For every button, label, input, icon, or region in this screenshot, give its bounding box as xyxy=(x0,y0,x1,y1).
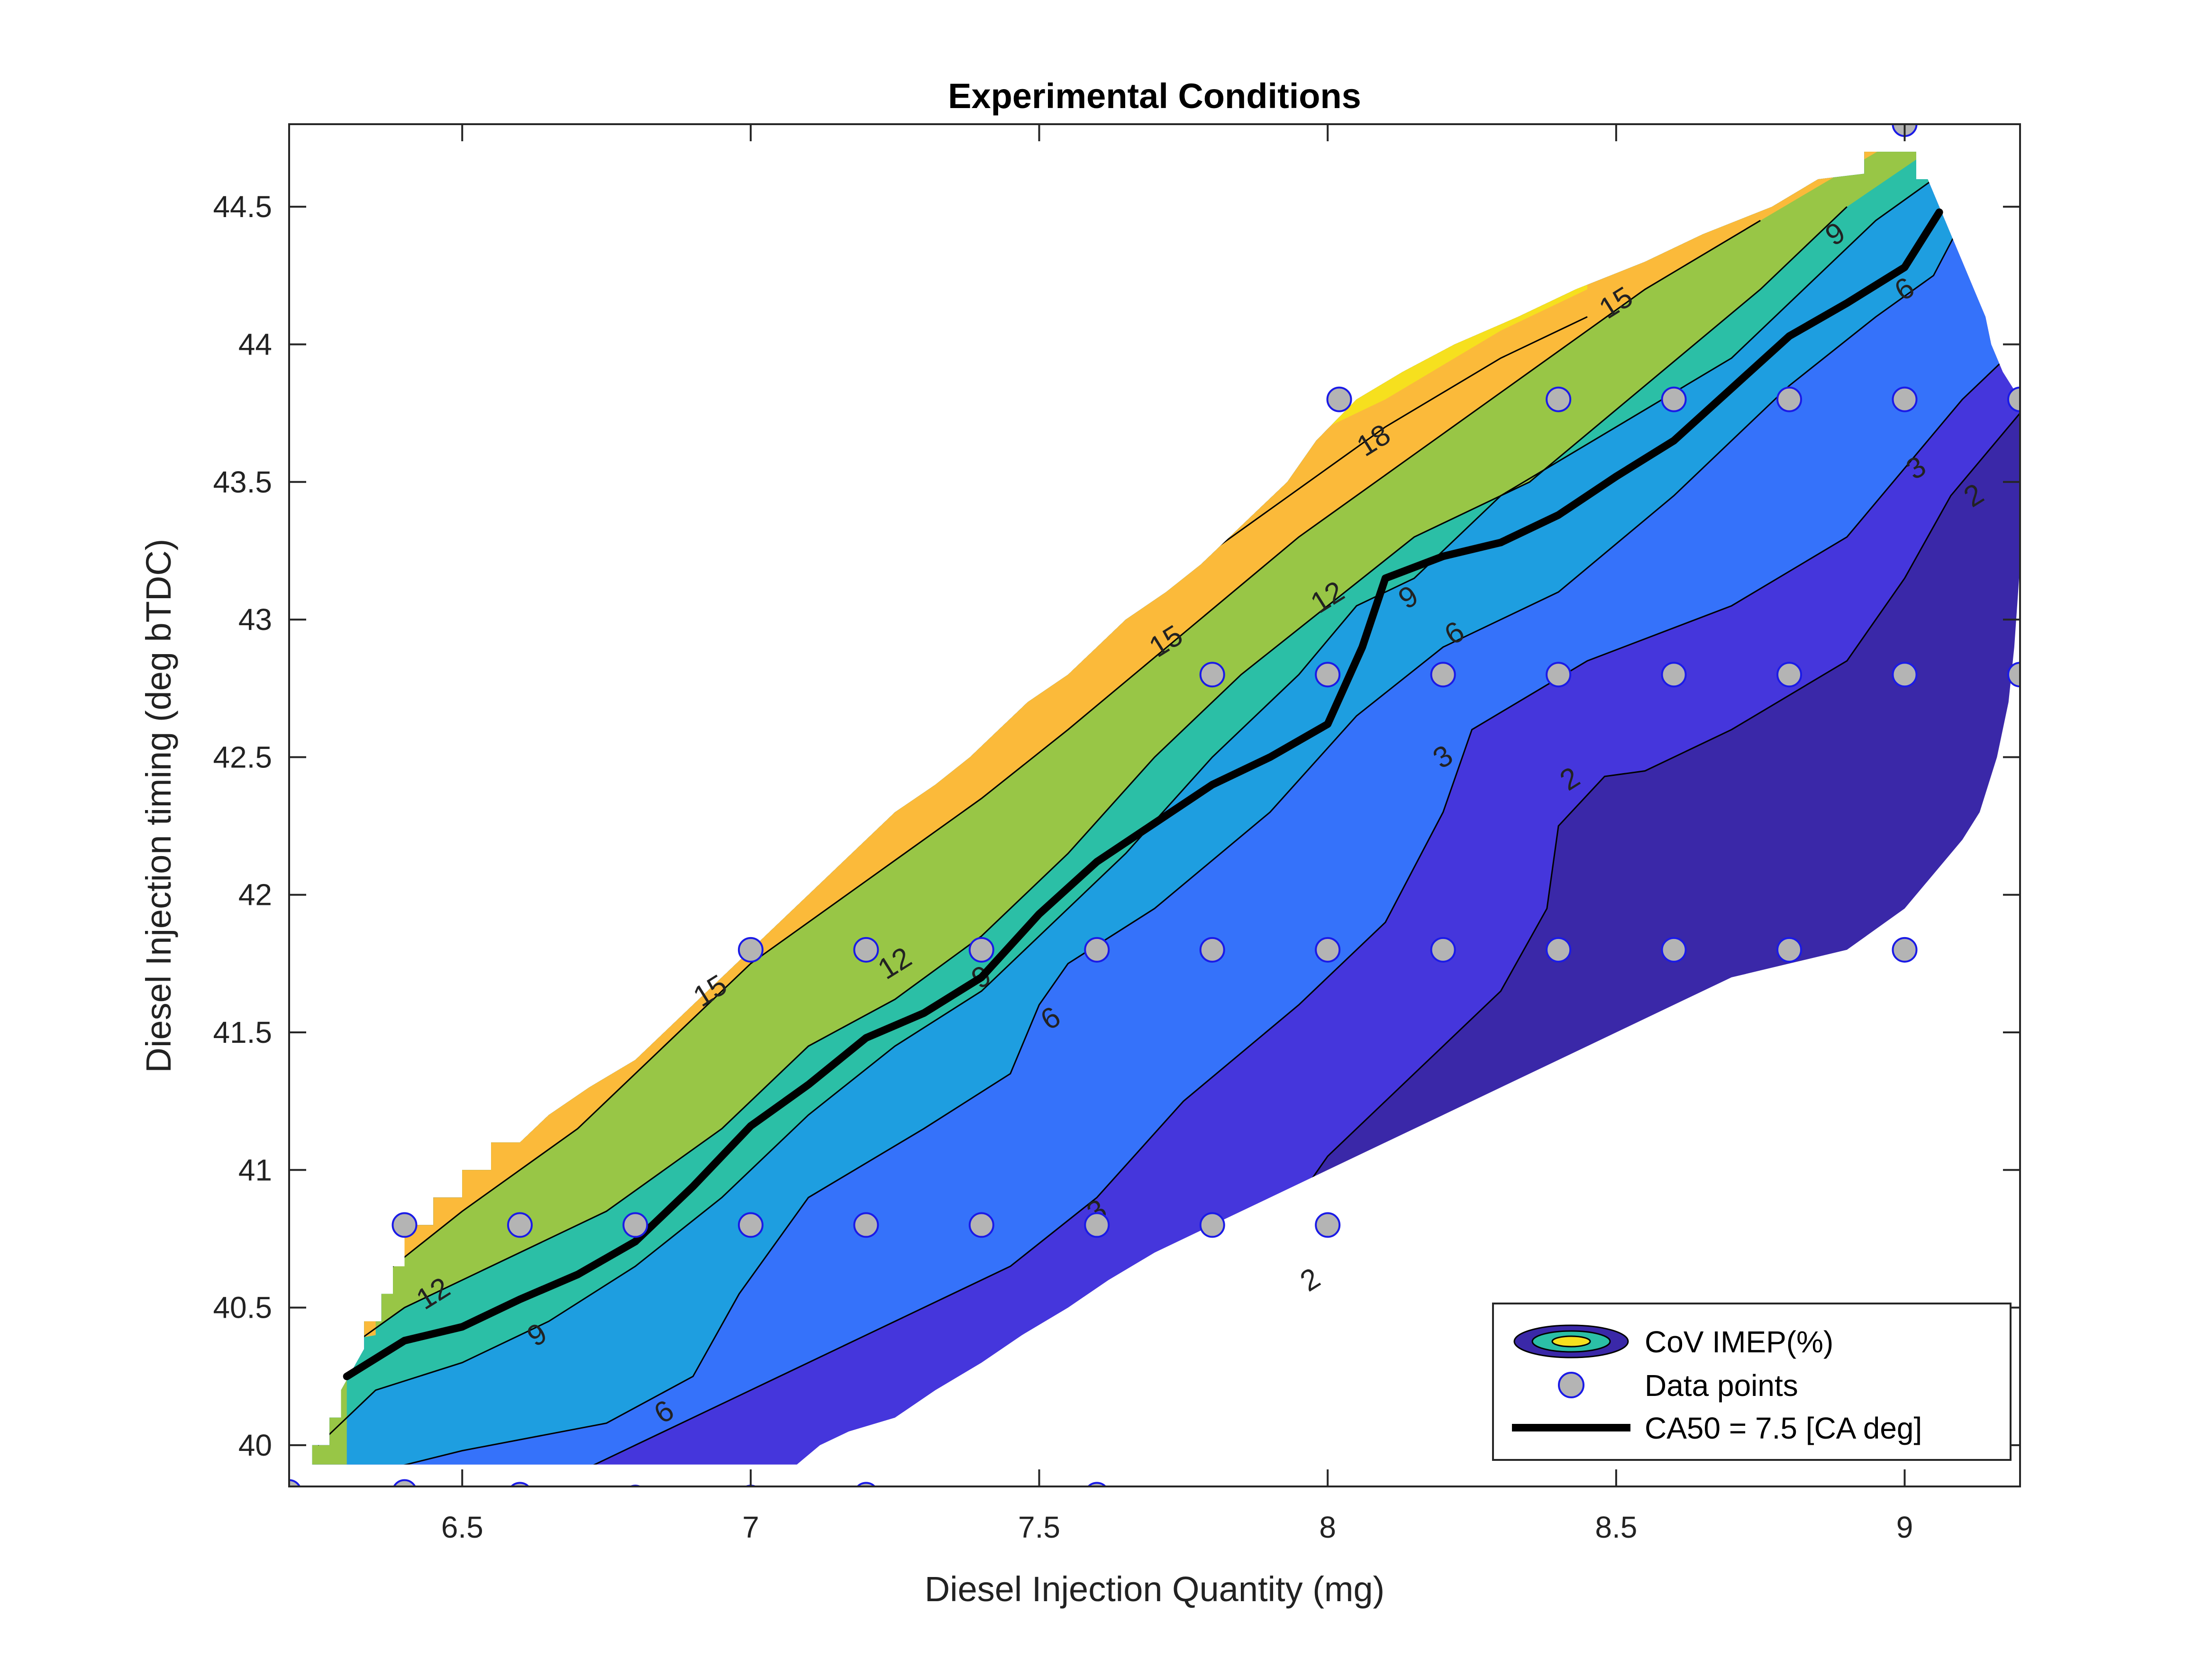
data-point xyxy=(1315,1212,1341,1238)
data-point xyxy=(1776,662,1802,688)
y-tick-label: 44.5 xyxy=(213,190,272,224)
y-tick-label: 41.5 xyxy=(213,1015,272,1049)
legend: CoV IMEP(%) Data points CA50 = 7.5 [CA d… xyxy=(1492,1303,2012,1461)
data-point xyxy=(393,1479,416,1486)
data-point xyxy=(1084,937,1110,963)
data-point xyxy=(1315,937,1341,963)
data-point xyxy=(1199,662,1225,688)
ca50-line xyxy=(343,208,1943,1380)
y-tick-label: 42 xyxy=(238,878,272,912)
legend-entry-points: Data points xyxy=(1645,1368,1798,1403)
data-point xyxy=(1892,937,1918,963)
data-point xyxy=(391,1212,418,1238)
data-point xyxy=(968,937,994,963)
plot-frame xyxy=(288,123,2021,1487)
data-point xyxy=(1546,386,1572,412)
y-tick-label: 43 xyxy=(238,602,272,637)
contour-line-c12 xyxy=(346,206,1848,1349)
legend-contour-icon xyxy=(1513,1324,1629,1358)
x-tick-label: 7 xyxy=(742,1510,759,1544)
data-point xyxy=(968,1212,994,1238)
y-axis-ticks: 40 40.5 41 41.5 42 42.5 43 43.5 44 44.5 xyxy=(213,190,2020,1462)
y-tick-label: 43.5 xyxy=(213,465,272,499)
data-point xyxy=(737,1212,764,1238)
y-axis-label: Diesel Injection timing (deg bTDC) xyxy=(139,539,178,1073)
data-point xyxy=(1892,386,1918,412)
data-point xyxy=(1661,386,1687,412)
data-point xyxy=(1661,662,1687,688)
chart-title: Experimental Conditions xyxy=(948,76,1361,116)
data-point xyxy=(507,1212,533,1238)
data-point xyxy=(1326,386,1352,412)
legend-entry-ca50: CA50 = 7.5 [CA deg] xyxy=(1645,1411,1922,1445)
y-tick-label: 42.5 xyxy=(213,740,272,774)
data-point xyxy=(853,1212,879,1238)
x-tick-label: 9 xyxy=(1896,1510,1913,1544)
contour-line-c9 xyxy=(317,178,1934,1446)
y-tick-label: 44 xyxy=(238,327,272,361)
data-point xyxy=(1776,386,1802,412)
data-point xyxy=(1430,662,1456,688)
data-point xyxy=(1546,662,1572,688)
y-tick-label: 40 xyxy=(238,1428,272,1462)
contour-line-c3 xyxy=(548,344,2020,1465)
data-point xyxy=(1661,937,1687,963)
data-point xyxy=(1430,937,1456,963)
x-tick-label: 6.5 xyxy=(441,1510,483,1544)
data-point xyxy=(1199,937,1225,963)
x-axis-label: Diesel Injection Quantity (mg) xyxy=(925,1569,1385,1609)
data-point xyxy=(1546,937,1572,963)
data-point xyxy=(1199,1212,1225,1238)
contour-label: 2 xyxy=(1295,1262,1326,1298)
data-point xyxy=(744,1485,757,1486)
contour-line-c6 xyxy=(318,220,1963,1465)
legend-entry-cov: CoV IMEP(%) xyxy=(1645,1325,1833,1359)
data-point xyxy=(622,1212,648,1238)
data-point xyxy=(2007,386,2020,412)
y-tick-label: 40.5 xyxy=(213,1291,272,1325)
data-point xyxy=(289,1479,301,1486)
data-point xyxy=(2007,662,2020,688)
data-points xyxy=(289,124,2020,1486)
x-tick-label: 8 xyxy=(1319,1510,1336,1544)
contour-line-c15 xyxy=(375,219,1761,1281)
x-tick-label: 8.5 xyxy=(1595,1510,1637,1544)
legend-point-icon xyxy=(1558,1372,1584,1398)
data-point xyxy=(628,1485,642,1486)
data-point xyxy=(1084,1212,1110,1238)
contour-lines xyxy=(317,178,2020,1465)
data-point xyxy=(1315,662,1341,688)
y-tick-label: 41 xyxy=(238,1153,272,1187)
data-point xyxy=(737,937,764,963)
x-axis-ticks: 6.5 7 7.5 8 8.5 9 xyxy=(441,124,1913,1544)
data-point xyxy=(1776,937,1802,963)
data-point xyxy=(853,937,879,963)
x-tick-label: 7.5 xyxy=(1018,1510,1060,1544)
data-point xyxy=(1892,662,1918,688)
